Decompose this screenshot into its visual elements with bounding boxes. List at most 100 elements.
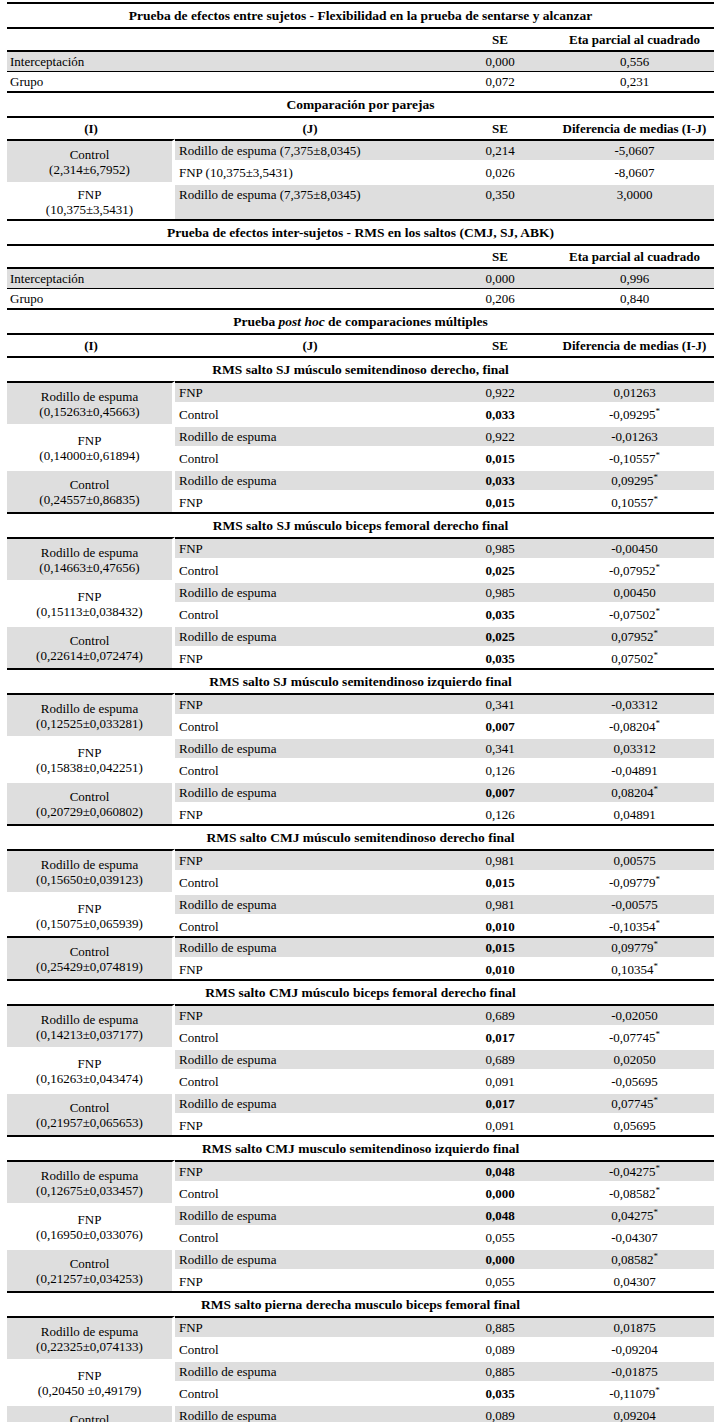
se-cell: 0,000 <box>445 1181 555 1203</box>
se-cell: 0,214 <box>445 139 555 160</box>
i-cell: Control(0,21257±0,034253) <box>7 1247 175 1291</box>
i-stats: (10,375±3,5431) <box>11 202 168 217</box>
se-cell: 0,206 <box>445 288 555 308</box>
significance-asterisk: * <box>653 472 658 482</box>
se-cell: 0,981 <box>445 892 555 914</box>
section-title-comparacion-parejas-row: Comparación por parejas <box>7 91 714 116</box>
i-cell: FNP(0,14000±0,61894) <box>7 424 175 468</box>
se-cell: 0,126 <box>445 802 555 824</box>
j-cell: Rodillo de espuma <box>175 936 445 957</box>
i-label: Rodillo de espuma <box>11 1324 168 1339</box>
i-stats: (0,15075±0,065939) <box>11 916 168 931</box>
i-stats: (0,15838±0,042251) <box>11 760 168 775</box>
significance-asterisk: * <box>656 874 661 884</box>
eta-cell: 0,840 <box>555 288 714 308</box>
col-header-diff: Diferencia de medias (I-J) <box>555 116 714 139</box>
col-header-j: (J) <box>175 333 445 356</box>
se-cell: 0,985 <box>445 537 555 558</box>
data-row: Control(0,22614±0,072474)Rodillo de espu… <box>7 624 714 646</box>
i-cell: Control(0,21957±0,065653) <box>7 1091 175 1135</box>
diff-cell: -0,07502* <box>555 602 714 624</box>
column-header-row: SEEta parcial al cuadrado <box>7 27 714 50</box>
diff-cell: -0,01263 <box>555 424 714 446</box>
se-cell: 0,000 <box>445 267 555 288</box>
j-cell: Rodillo de espuma <box>175 468 445 490</box>
diff-cell: 0,07952* <box>555 624 714 646</box>
diff-cell: 0,09204 <box>555 1403 714 1422</box>
i-label: FNP <box>11 187 168 202</box>
diff-cell: 0,08582* <box>555 1247 714 1269</box>
i-cell: Rodillo de espuma(0,14213±0,037177) <box>7 1004 175 1047</box>
eta-cell: 0,231 <box>555 71 714 91</box>
significance-asterisk: * <box>653 939 658 949</box>
se-cell: 0,026 <box>445 160 555 182</box>
eta-cell: 0,996 <box>555 267 714 288</box>
se-cell: 0,091 <box>445 1069 555 1091</box>
significance-asterisk: * <box>656 718 661 728</box>
data-row: Rodillo de espuma(0,14213±0,037177)FNP0,… <box>7 1004 714 1025</box>
j-cell: Rodillo de espuma (7,375±8,0345) <box>175 139 445 160</box>
j-cell: Rodillo de espuma <box>175 1047 445 1069</box>
data-row: Rodillo de espuma(0,12525±0,033281)FNP0,… <box>7 693 714 714</box>
i-stats: (0,12525±0,033281) <box>11 716 168 731</box>
significance-asterisk: * <box>653 1207 658 1217</box>
j-cell: Rodillo de espuma <box>175 580 445 602</box>
section-title-inter-sujetos: Prueba de efectos inter-sujetos - RMS en… <box>7 219 714 244</box>
col-header-j: (J) <box>175 116 445 139</box>
diff-cell: -0,05695 <box>555 1069 714 1091</box>
significance-asterisk: * <box>653 1095 658 1105</box>
column-header-row: (I)(J)SEDiferencia de medias (I-J) <box>7 116 714 139</box>
diff-cell: -0,07952* <box>555 558 714 580</box>
j-cell: Control <box>175 1069 445 1091</box>
data-row: FNP(0,15838±0,042251)Rodillo de espuma0,… <box>7 736 714 758</box>
se-cell: 0,689 <box>445 1004 555 1025</box>
data-row: Interceptación0,0000,996 <box>7 267 714 288</box>
diff-cell: -0,01875 <box>555 1359 714 1381</box>
se-cell: 0,048 <box>445 1160 555 1181</box>
i-stats: (0,22325±0,074133) <box>11 1339 168 1354</box>
data-row: Control(0,20729±0,060802)Rodillo de espu… <box>7 780 714 802</box>
i-stats: (0,20729±0,060802) <box>11 804 168 819</box>
col-header-eta: Eta parcial al cuadrado <box>555 244 714 267</box>
j-cell: FNP <box>175 802 445 824</box>
i-label: FNP <box>11 901 168 916</box>
diff-cell: 0,09295* <box>555 468 714 490</box>
i-label: Control <box>11 477 168 492</box>
data-row: Grupo0,0720,231 <box>7 71 714 91</box>
j-cell: Control <box>175 914 445 936</box>
col-header-eta: Eta parcial al cuadrado <box>555 27 714 50</box>
j-cell: Rodillo de espuma <box>175 1359 445 1381</box>
spacer-cell <box>7 244 445 267</box>
i-label: FNP <box>11 1212 168 1227</box>
title-part-prefix: Prueba <box>233 314 278 329</box>
j-cell: Control <box>175 558 445 580</box>
subsection-title-row: RMS salto SJ músculo semitendinoso izqui… <box>7 668 714 693</box>
diff-cell: -0,04275* <box>555 1160 714 1181</box>
j-cell: Control <box>175 1181 445 1203</box>
se-cell: 0,341 <box>445 736 555 758</box>
diff-cell: -0,09295* <box>555 402 714 424</box>
i-stats: (0,15263±0,45663) <box>11 404 168 419</box>
i-label: Control <box>11 147 168 162</box>
data-row: FNP(0,14000±0,61894)Rodillo de espuma0,9… <box>7 424 714 446</box>
diff-cell: -0,00575 <box>555 892 714 914</box>
i-cell: Control(2,314±6,7952) <box>7 139 175 182</box>
data-row: FNP(0,16950±0,033076)Rodillo de espuma0,… <box>7 1203 714 1225</box>
i-stats: (0,15113±0,038432) <box>11 604 168 619</box>
diff-cell: -8,0607 <box>555 160 714 182</box>
i-cell: FNP(0,15113±0,038432) <box>7 580 175 624</box>
col-header-i: (I) <box>7 116 175 139</box>
i-label: FNP <box>11 745 168 760</box>
j-cell: Control <box>175 1025 445 1047</box>
i-cell: FNP(0,16263±0,043474) <box>7 1047 175 1091</box>
i-label: Control <box>11 1100 168 1115</box>
i-cell: Control(0,22614±0,072474) <box>7 624 175 668</box>
se-cell: 0,015 <box>445 870 555 892</box>
section-title-post-hoc: Prueba post hoc de comparaciones múltipl… <box>7 308 714 333</box>
j-cell: Control <box>175 1381 445 1403</box>
data-row: Control(0,21257±0,034253)Rodillo de espu… <box>7 1247 714 1269</box>
diff-cell: -0,08582* <box>555 1181 714 1203</box>
col-header-se: SE <box>445 27 555 50</box>
i-stats: (2,314±6,7952) <box>11 162 168 177</box>
i-label: Rodillo de espuma <box>11 701 168 716</box>
